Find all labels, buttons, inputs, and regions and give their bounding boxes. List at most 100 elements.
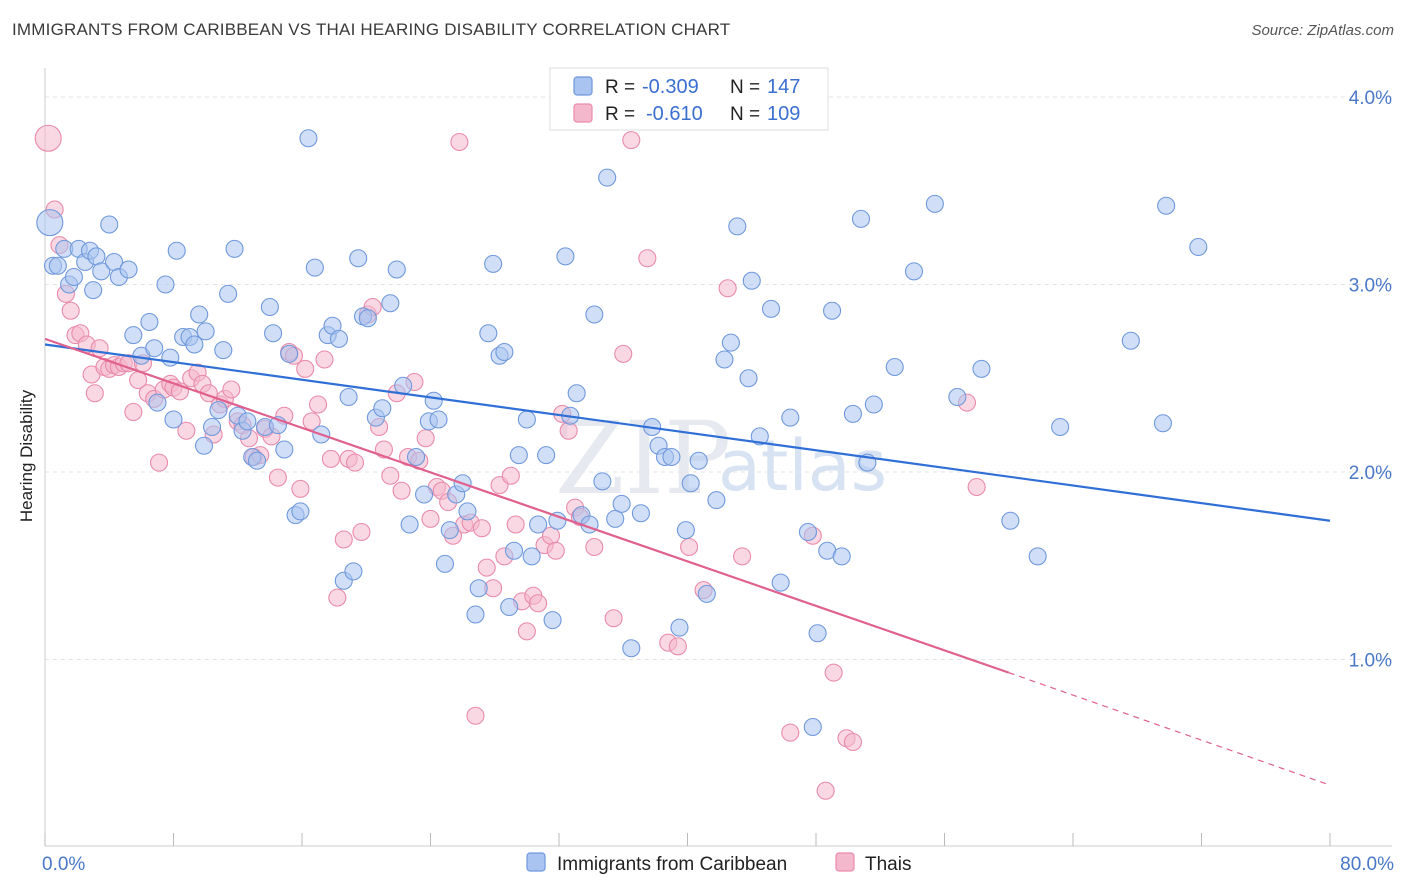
caribbean-point [394,376,413,395]
thais-point [392,481,411,500]
caribbean-point [885,357,904,377]
caribbean-point [1028,547,1047,566]
caribbean-point [275,440,294,459]
caribbean-point [344,562,363,581]
caribbean-point [781,408,800,427]
thais-point [90,339,109,358]
caribbean-point [707,491,726,510]
thais-point [268,468,287,487]
caribbean-point [196,322,215,341]
caribbean-point [670,618,689,637]
thais-point [824,663,843,682]
caribbean-point [697,584,716,603]
caribbean-point [761,299,781,318]
y-tick-label: 4.0% [1349,88,1392,109]
trend-lines [44,337,1331,786]
caribbean-point [681,474,700,493]
caribbean-point [164,410,183,429]
thais-point [450,132,469,152]
caribbean-point [567,384,586,403]
axes [44,68,1392,847]
caribbean-point [48,256,67,275]
caribbean-point [622,639,641,658]
caribbean-point [606,509,625,528]
caribbean-point [190,305,209,324]
caribbean-point [721,333,740,352]
caribbean-point [495,342,514,362]
caribbean-point [598,168,617,187]
caribbean-point [264,324,283,343]
caribbean-point [504,541,524,560]
caribbean-point [631,504,650,523]
caribbean-point [92,262,111,281]
thais-point [222,380,241,399]
caribbean-point [500,597,519,617]
caribbean-point [466,605,485,624]
y-tick-label: 3.0% [1349,276,1392,297]
watermark-atlas: atlas [718,425,887,507]
caribbean-point [750,427,769,446]
thais-point [604,609,623,628]
caribbean-point [219,284,238,303]
caribbean-point [808,624,827,643]
caribbean-point [87,247,106,266]
legend-r-value-2: -0.610 [646,103,703,125]
caribbean-point [556,247,575,266]
caribbean-point [156,275,175,294]
caribbean-point [299,129,318,148]
caribbean-point [771,573,790,592]
caribbean-point [209,401,228,420]
trend-line-caribbean [44,343,1331,522]
legend-r-value-1: -0.309 [642,76,699,98]
caribbean-point [84,281,103,300]
caribbean-point [36,209,64,237]
thais-point [638,249,657,268]
caribbean-point [238,412,257,431]
x-tick-label: 0.0% [42,854,85,875]
thais-point [334,530,353,549]
caribbean-point [585,305,604,324]
caribbean-point [185,335,204,354]
caribbean-point [358,309,377,328]
series-caribbean-points [36,129,1208,737]
caribbean-point [864,395,883,414]
stats-legend: R = -0.309 N = 147 R = -0.610 N = 109 [549,67,829,131]
caribbean-point [435,554,455,573]
caribbean-point [469,579,488,598]
caribbean-point [260,297,279,317]
caribbean-point [803,717,822,737]
thais-point [506,515,525,534]
caribbean-point [400,515,419,534]
thais-point [546,541,565,560]
series-legend: Immigrants from Caribbean Thais [526,852,911,875]
legend-n-value-1: 147 [767,76,800,98]
caribbean-point [798,522,818,542]
caribbean-point [424,391,443,410]
caribbean-point [823,301,842,320]
thais-point [345,453,365,472]
caribbean-point [543,611,562,630]
legend-r-label-2: R = [605,104,635,125]
legend-swatch-pink [573,103,593,123]
caribbean-point [742,271,761,290]
caribbean-point [517,410,536,429]
caribbean-point [662,447,681,467]
caribbean-point [140,312,159,332]
thais-point [622,131,641,150]
caribbean-point [124,326,143,345]
thais-point [585,537,604,557]
caribbean-point [64,267,83,287]
thais-point [416,429,435,448]
caribbean-point [1051,417,1070,437]
thais-point [85,384,104,403]
caribbean-point [676,521,695,540]
caribbean-point [529,515,548,534]
thais-point [291,479,310,498]
thais-point [352,522,371,542]
caribbean-point [387,260,406,279]
thais-point [816,781,835,800]
caribbean-point [329,329,348,348]
thais-point [967,477,986,497]
thais-point [321,449,340,468]
caribbean-point [484,254,503,273]
